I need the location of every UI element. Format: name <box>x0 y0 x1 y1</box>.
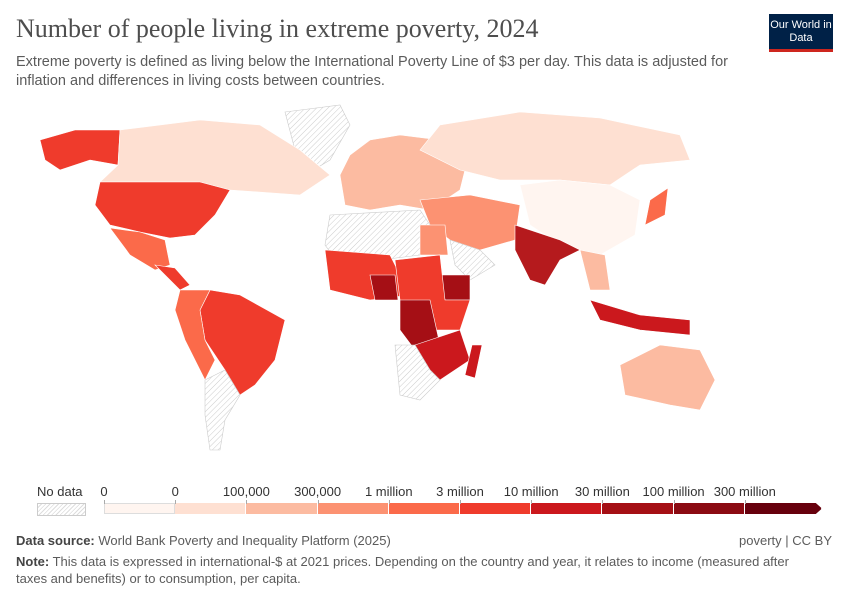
legend-bin-6[interactable] <box>531 503 603 514</box>
legend-bin-7[interactable] <box>602 503 674 514</box>
legend-tick <box>460 500 461 504</box>
legend-label-2: 100,000 <box>222 484 270 499</box>
legend-label-7: 30 million <box>574 484 630 499</box>
country-andes[interactable] <box>174 289 216 381</box>
legend-bin-1[interactable] <box>175 503 247 514</box>
legend-bin-2[interactable] <box>246 503 318 514</box>
legend-bin-5[interactable] <box>460 503 532 514</box>
legend-label-5: 3 million <box>436 484 484 499</box>
country-japan[interactable] <box>644 187 669 226</box>
legend-label-1: 0 <box>171 484 179 499</box>
legend-label-4: 1 million <box>364 484 413 499</box>
legend: No data 0 0 100,000 300,000 1 million 3 milli… <box>0 480 850 520</box>
country-central-america[interactable] <box>154 264 191 291</box>
source-label: Data source: <box>16 533 95 548</box>
legend-no-data-label: No data <box>37 484 83 499</box>
country-india[interactable] <box>514 224 581 286</box>
legend-tick <box>673 500 675 504</box>
legend-bin-3[interactable] <box>317 503 389 514</box>
legend-label-9: 300 million <box>713 484 776 499</box>
legend-bin-8[interactable] <box>673 503 745 514</box>
legend-label-6: 10 million <box>503 484 559 499</box>
legend-tick <box>246 500 248 504</box>
owid-logo[interactable]: Our World in Data <box>769 14 833 52</box>
country-australia[interactable] <box>619 344 716 411</box>
data-source: Data source: World Bank Poverty and Ineq… <box>16 533 391 548</box>
legend-tick <box>744 500 746 504</box>
legend-tick <box>317 500 319 504</box>
country-nigeria[interactable] <box>369 274 399 301</box>
page-title: Number of people living in extreme pover… <box>16 14 539 43</box>
legend-label-3: 300,000 <box>294 484 342 499</box>
source-text[interactable]: World Bank Poverty and Inequality Platfo… <box>98 533 391 548</box>
legend-no-data-swatch <box>37 503 86 516</box>
country-mexico[interactable] <box>109 227 171 271</box>
country-usa[interactable] <box>94 181 231 239</box>
note: Note: This data is expressed in internat… <box>16 553 816 587</box>
legend-bin-0[interactable] <box>104 503 176 514</box>
legend-bin-4[interactable] <box>388 503 460 514</box>
legend-tick <box>175 500 177 504</box>
country-russia[interactable] <box>419 111 691 186</box>
legend-label-8: 100 million <box>642 484 705 499</box>
country-arabia[interactable] <box>449 239 496 281</box>
country-madagascar[interactable] <box>464 344 483 379</box>
legend-tick <box>388 500 390 504</box>
subtitle: Extreme poverty is defined as living bel… <box>16 54 728 89</box>
country-argentina-chile[interactable] <box>204 369 241 451</box>
country-alaska[interactable] <box>39 129 121 171</box>
country-south-africa[interactable] <box>394 344 441 401</box>
country-canada[interactable] <box>99 119 331 196</box>
country-egypt[interactable] <box>419 224 449 256</box>
legend-tick <box>104 500 105 504</box>
note-text: This data is expressed in international-… <box>16 554 789 586</box>
legend-bin-9[interactable] <box>744 503 822 514</box>
license[interactable]: poverty | CC BY <box>739 533 832 548</box>
note-label: Note: <box>16 554 50 569</box>
country-indonesia-philippines[interactable] <box>589 299 691 336</box>
legend-label-0: 0 <box>100 484 108 499</box>
legend-tick <box>602 500 604 504</box>
legend-tick <box>531 500 533 504</box>
country-southeast-asia[interactable] <box>579 249 611 291</box>
world-map[interactable] <box>0 95 850 475</box>
country-china[interactable] <box>519 179 641 256</box>
